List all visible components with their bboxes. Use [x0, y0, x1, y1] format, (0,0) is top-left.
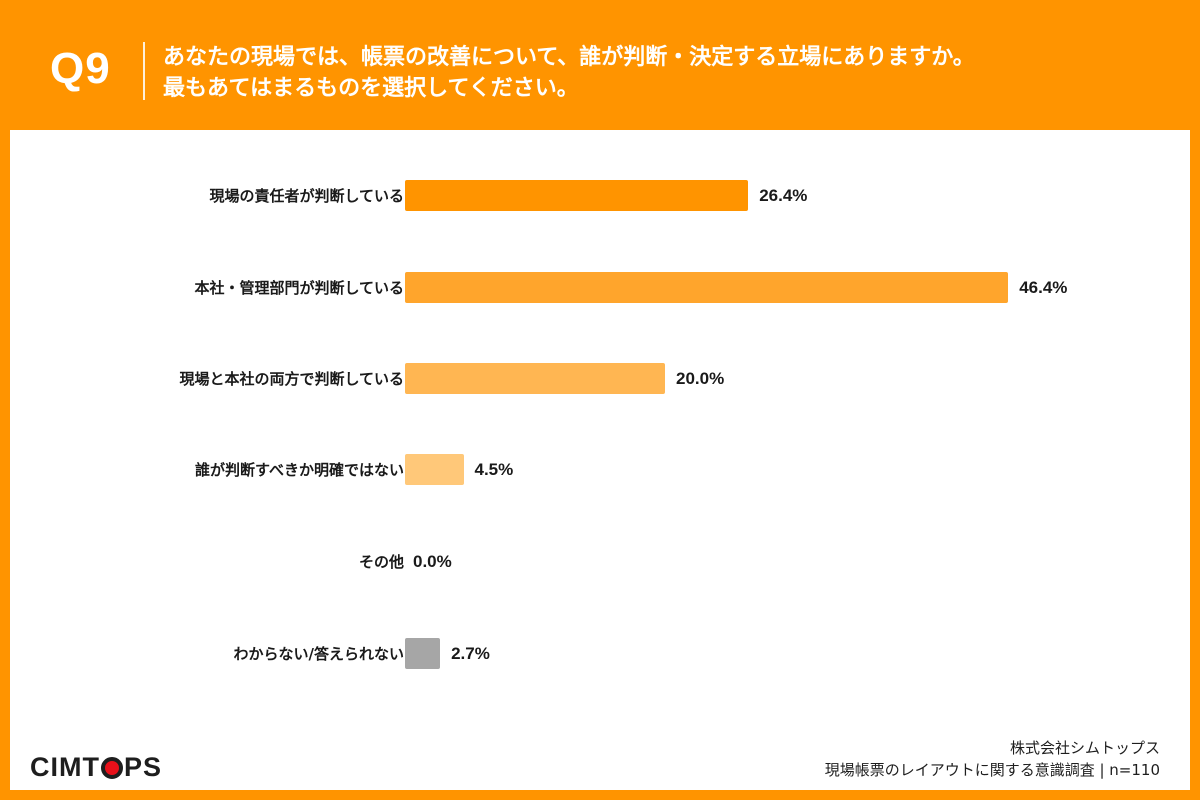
- bar-label: 本社・管理部門が判断している: [194, 279, 404, 297]
- bar-label: わからない/答えられない: [233, 645, 404, 663]
- question-line-1: あなたの現場では、帳票の改善について、誰が判断・決定する立場にありますか。: [163, 45, 975, 70]
- bar-label: 誰が判断すべきか明確ではない: [195, 461, 404, 479]
- bar-row: 誰が判断すべきか明確ではない 4.5%: [10, 454, 1190, 486]
- cimtops-logo: CIMT PS: [30, 752, 162, 783]
- company-name: 株式会社シムトップス: [1009, 739, 1160, 757]
- chart-panel: 現場の責任者が判断している 26.4% 本社・管理部門が判断している 46.4% 現場と…: [10, 130, 1190, 790]
- bar-row: その他 0.0%: [10, 546, 1190, 578]
- bar-value-label: 4.5%: [474, 460, 514, 479]
- bar: [405, 363, 665, 394]
- bar-row: 現場の責任者が判断している 26.4%: [10, 180, 1190, 212]
- bar-value-label: 20.0%: [676, 369, 725, 388]
- bar-value-label: 0.0%: [413, 552, 452, 571]
- bar-value-label: 26.4%: [759, 186, 808, 205]
- question-line-2: 最もあてはまるものを選択してください。: [163, 76, 579, 101]
- bar-row: 本社・管理部門が判断している 46.4%: [10, 272, 1190, 304]
- logo-text-suffix: PS: [123, 752, 163, 782]
- question-header: Q9 あなたの現場では、帳票の改善について、誰が判断・決定する立場にありますか。…: [0, 0, 1200, 130]
- question-number: Q9: [50, 44, 111, 93]
- question-text: あなたの現場では、帳票の改善について、誰が判断・決定する立場にありますか。 最も…: [163, 42, 975, 104]
- bar: [405, 638, 441, 669]
- header-divider: [143, 42, 145, 100]
- bar-row: わからない/答えられない 2.7%: [10, 638, 1190, 670]
- survey-info: 現場帳票のレイアウトに関する意識調査 | n=110: [824, 761, 1160, 779]
- bar-label: その他: [358, 553, 404, 571]
- bar: [405, 454, 464, 485]
- credit-block: 株式会社シムトップス 現場帳票のレイアウトに関する意識調査 | n=110: [825, 737, 1160, 781]
- bar-value-label: 2.7%: [451, 644, 490, 663]
- bar: [405, 180, 749, 211]
- logo-text-prefix: CIMT: [30, 752, 100, 782]
- bar-label: 現場と本社の両方で判断している: [179, 370, 404, 388]
- bar-row: 現場と本社の両方で判断している 20.0%: [10, 363, 1190, 395]
- bar: [405, 272, 1009, 303]
- bar-label: 現場の責任者が判断している: [209, 187, 404, 205]
- bar-value-label: 46.4%: [1019, 278, 1068, 297]
- logo-red-dot-icon: [100, 756, 123, 779]
